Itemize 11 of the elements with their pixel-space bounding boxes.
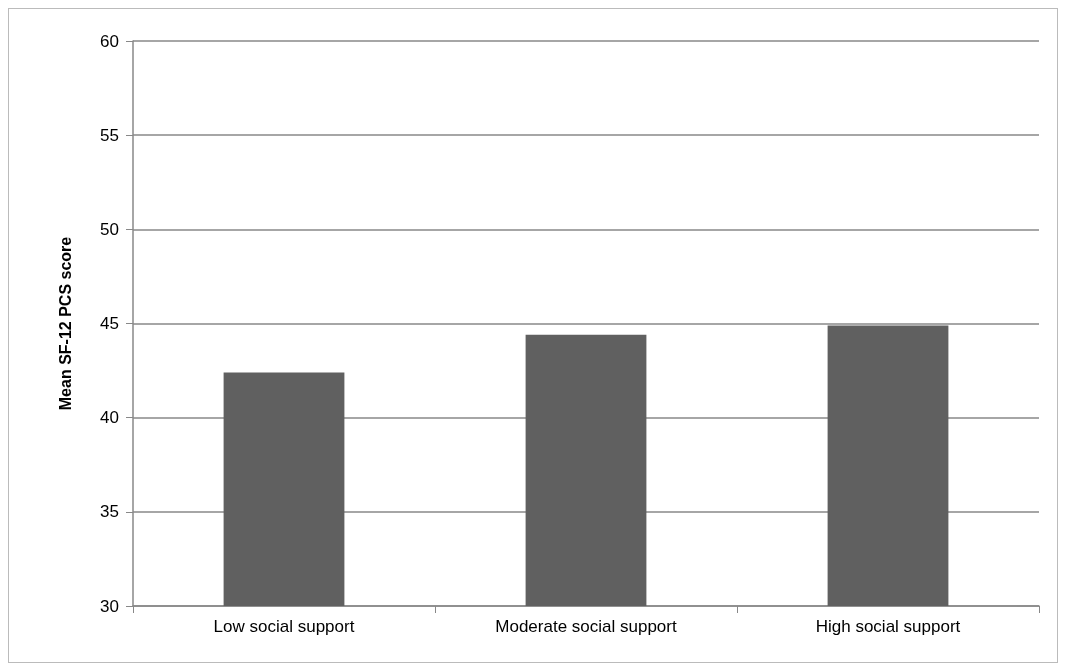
y-tick-label: 60: [100, 31, 119, 51]
y-tick-label: 55: [100, 125, 119, 145]
y-axis-title: Mean SF-12 PCS score: [56, 236, 74, 411]
x-tick-label: High social support: [815, 617, 961, 636]
y-tick-label: 40: [100, 408, 119, 428]
x-tick-label: Low social support: [213, 617, 355, 636]
y-tick-label: 45: [100, 314, 119, 333]
y-tick-label: 30: [100, 596, 119, 616]
y-tick-label: 35: [100, 502, 119, 522]
x-tick-label: Moderate social support: [495, 617, 677, 636]
y-tick-label: 50: [100, 219, 119, 239]
